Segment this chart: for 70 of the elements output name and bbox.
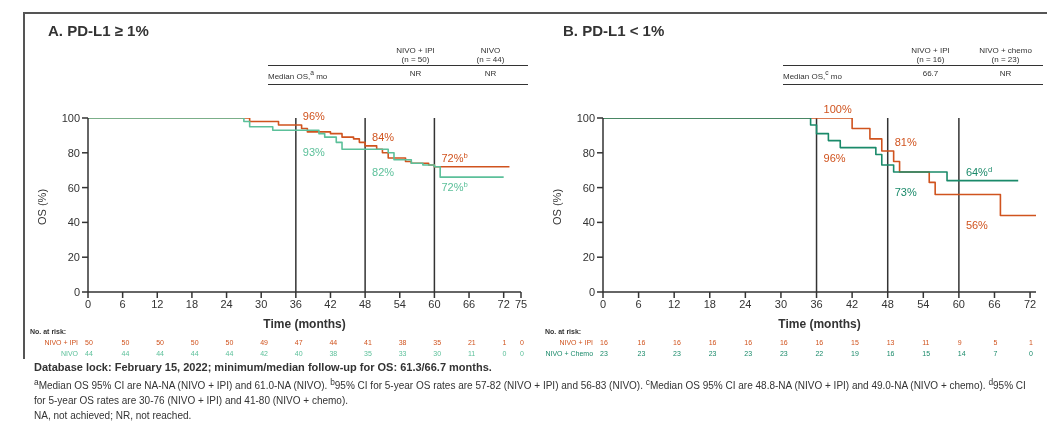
y-tick-label: 60 bbox=[67, 181, 80, 194]
x-tick-label: 54 bbox=[917, 297, 930, 310]
annotation: 82% bbox=[372, 165, 395, 178]
x-tick-label: 36 bbox=[810, 297, 823, 310]
text: NR bbox=[409, 69, 422, 78]
text: Database lock: February 15, 2022; minimum/median follow-up for OS: 61.3/66.7 months. bbox=[34, 361, 492, 373]
x-tick-label: 72 bbox=[1023, 297, 1037, 310]
annotation: 72%$^{b}$ bbox=[441, 150, 468, 164]
y-axis-title: OS (%) bbox=[550, 188, 563, 225]
x-tick-label: 36 bbox=[289, 297, 302, 310]
text: $^{a}$Median OS 95% CI are NA-NA (NIVO + IPI) and 61.0-NA (NIVO). $^{b}$95% CI for 5-year OS rates are 57-82 (NIVO + IPI) and 56-83 (NIVO). $^{c}$Median OS 95% CI are 48.8-NA (NIVO + IPI) and 49.0-NA (NIVO + chemo). $^{d}$95% CI for 5-year OS rates are 30-76 (NIVO + IPI) and 41-80 (NIVO + chemo). bbox=[34, 377, 1026, 407]
x-tick-label: 60 bbox=[952, 297, 966, 310]
x-tick-label: 60 bbox=[428, 297, 441, 310]
x-tick-label: 72 bbox=[497, 297, 510, 310]
annotation: 81% bbox=[894, 136, 917, 149]
annotation: 100% bbox=[823, 103, 852, 115]
x-tick-label: 0 bbox=[599, 297, 607, 310]
annotation: 96% bbox=[823, 151, 846, 164]
x-tick-label: 48 bbox=[881, 297, 894, 310]
annotation: 64%$^{d}$ bbox=[965, 164, 993, 178]
x-tick-label: 0 bbox=[84, 297, 92, 310]
y-tick-label: 0 bbox=[588, 285, 595, 298]
chart-title: B. PD-L1 < 1% bbox=[563, 22, 665, 39]
annotation: 73% bbox=[894, 186, 917, 199]
annotation: 84% bbox=[372, 130, 395, 143]
text: NA, not achieved; NR, not reached. bbox=[34, 410, 192, 422]
x-axis-title: Time (months) bbox=[778, 317, 861, 331]
text: Median OS,$^{c}$ mo bbox=[783, 69, 842, 81]
text: Median OS,$^{a}$ mo bbox=[268, 69, 328, 81]
x-tick-label: 42 bbox=[324, 297, 337, 310]
y-tick-label: 60 bbox=[582, 181, 595, 194]
y-tick-label: 100 bbox=[61, 111, 80, 124]
x-tick-label: 30 bbox=[255, 297, 268, 310]
chart-title: A. PD-L1 ≥ 1% bbox=[48, 22, 149, 39]
x-tick-label: 24 bbox=[739, 297, 752, 310]
y-tick-label: 20 bbox=[582, 251, 595, 264]
x-tick-label: 66 bbox=[462, 297, 476, 310]
x-tick-label: 12 bbox=[151, 297, 164, 310]
x-tick-label: 18 bbox=[703, 297, 716, 310]
y-axis-title: OS (%) bbox=[35, 188, 48, 225]
x-tick-label: 30 bbox=[774, 297, 788, 310]
text: NIVO (n = 44) bbox=[476, 46, 505, 64]
y-tick-label: 0 bbox=[73, 285, 80, 298]
x-tick-label: 6 bbox=[119, 297, 126, 310]
x-tick-label: 18 bbox=[185, 297, 199, 310]
x-tick-label: 66 bbox=[988, 297, 1001, 310]
x-tick-label: 24 bbox=[220, 297, 233, 310]
y-tick-label: 100 bbox=[576, 111, 595, 124]
x-tick-label: 54 bbox=[393, 297, 406, 310]
x-tick-label: 12 bbox=[668, 297, 681, 310]
annotation: 93% bbox=[302, 146, 326, 159]
y-tick-label: 40 bbox=[582, 216, 595, 229]
text: NIVO + IPI (n = 50) bbox=[396, 46, 435, 64]
x-axis-title: Time (months) bbox=[263, 317, 346, 331]
x-tick-label: 6 bbox=[635, 297, 642, 310]
text: NR bbox=[999, 69, 1012, 78]
annotation: 72%$^{b}$ bbox=[441, 179, 468, 194]
y-tick-label: 20 bbox=[67, 251, 80, 264]
text: NR bbox=[484, 69, 497, 78]
annotation: 96% bbox=[302, 109, 326, 122]
annotation: 56% bbox=[965, 219, 989, 232]
x-tick-label: 48 bbox=[358, 297, 372, 310]
text: 66.7 bbox=[922, 69, 939, 78]
x-tick-label: 42 bbox=[846, 297, 859, 310]
y-tick-label: 40 bbox=[67, 216, 80, 229]
y-tick-label: 80 bbox=[582, 146, 595, 159]
y-tick-label: 80 bbox=[67, 146, 80, 159]
text: NIVO + chemo (n = 23) bbox=[979, 46, 1032, 64]
x-tick-label: 75 bbox=[514, 297, 528, 310]
text: NIVO + IPI (n = 16) bbox=[911, 46, 950, 64]
